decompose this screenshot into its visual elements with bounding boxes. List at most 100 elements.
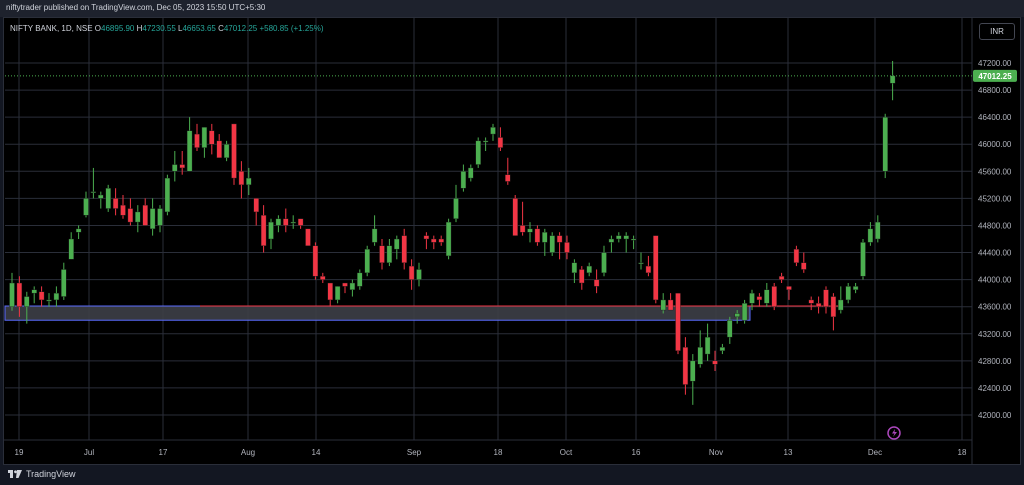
candle-body [334, 286, 341, 301]
publish-text: niftytrader published on TradingView.com… [6, 3, 266, 12]
y-tick-label: 47200.00 [978, 59, 1012, 68]
y-tick-label: 44400.00 [978, 249, 1012, 258]
candle-body [601, 252, 607, 274]
candle-body [667, 299, 674, 311]
y-tick-label: 45600.00 [978, 167, 1012, 176]
x-tick-label: 19 [15, 448, 24, 457]
x-tick-label: 17 [159, 448, 168, 457]
candle-body [556, 235, 563, 243]
candle-body [231, 123, 237, 179]
candle-body [527, 228, 533, 233]
candle-body [364, 248, 370, 274]
candle-body [179, 164, 185, 169]
candle-body [172, 164, 178, 172]
open-value: 46895.90 [101, 24, 135, 33]
y-tick-label: 42400.00 [978, 384, 1012, 393]
candle-body [505, 174, 511, 182]
candle-body [275, 218, 282, 226]
candle-body [223, 144, 230, 158]
candle-body [31, 289, 37, 294]
candle-body [697, 347, 703, 365]
candle-body [246, 177, 252, 186]
candle-body [305, 228, 311, 246]
candle-body [290, 221, 296, 224]
candle-body [630, 238, 637, 241]
candle-body [860, 242, 866, 277]
candle-body [542, 232, 548, 243]
candle-body [209, 130, 215, 145]
x-tick-label: 18 [494, 448, 503, 457]
candle-body [342, 282, 348, 287]
x-tick-label: 13 [784, 448, 793, 457]
candle-body [690, 360, 696, 382]
candle-body [16, 282, 23, 307]
x-tick-label: Jul [84, 448, 94, 457]
tradingview-logo[interactable]: TradingView [8, 469, 76, 479]
candle-body [653, 235, 659, 301]
candle-body [490, 127, 496, 135]
candle-body [260, 215, 267, 246]
candle-body [593, 279, 600, 287]
candle-body [778, 276, 785, 280]
tradingview-brand: TradingView [26, 469, 76, 479]
low-value: 46653.65 [182, 24, 216, 33]
candle-body [571, 262, 578, 274]
candle-body [127, 208, 134, 223]
candle-body [852, 286, 859, 290]
chart-frame[interactable] [3, 17, 1021, 465]
y-tick-label: 43200.00 [978, 330, 1012, 339]
candle-body [623, 235, 629, 240]
candle-body [741, 303, 748, 321]
footer [0, 465, 1024, 485]
candle-body [68, 238, 74, 260]
candle-body [586, 265, 592, 274]
candle-body [186, 130, 193, 172]
candle-body [401, 235, 407, 263]
y-tick-label: 44800.00 [978, 221, 1012, 230]
candle-body [327, 282, 333, 301]
candle-body [194, 133, 200, 148]
candle-body [793, 248, 800, 263]
candle-body [164, 177, 171, 213]
candle-body [408, 265, 415, 280]
candle-body [823, 289, 829, 307]
candle-body [756, 296, 763, 301]
candle-body [475, 140, 481, 165]
candle-body [349, 282, 356, 290]
x-tick-label: Aug [241, 448, 255, 457]
candle-body [497, 137, 504, 148]
support-zone [4, 305, 751, 321]
candle-body [438, 238, 444, 243]
candle-body [786, 286, 792, 290]
candle-body [453, 198, 459, 219]
x-tick-label: 16 [632, 448, 641, 457]
y-tick-label: 42800.00 [978, 357, 1012, 366]
high-label: H [136, 24, 143, 33]
candle-body [712, 360, 718, 365]
candle-body [216, 140, 222, 158]
candle-body [9, 282, 15, 307]
candle-body [764, 289, 770, 304]
candle-body [675, 292, 681, 351]
event-icon[interactable] [887, 426, 901, 440]
candle-body [386, 245, 393, 263]
candle-body [423, 235, 430, 240]
x-tick-label: Dec [868, 448, 882, 457]
candle-body [120, 204, 126, 216]
candle-body [142, 204, 148, 226]
x-tick-label: Sep [407, 448, 422, 457]
x-tick-label: 14 [312, 448, 321, 457]
last-price-label: 47012.25 [978, 72, 1012, 81]
candle-body [416, 269, 422, 280]
symbol-name[interactable]: NIFTY BANK, 1D, NSE [10, 24, 93, 33]
candle-body [719, 347, 726, 351]
candle-body [838, 299, 844, 311]
candle-body [867, 228, 874, 243]
candle-body [90, 191, 97, 194]
candle-body [379, 245, 385, 263]
candle-body [357, 272, 363, 287]
candle-body [394, 238, 400, 250]
currency-button[interactable]: INR [979, 23, 1015, 40]
y-tick-label: 44000.00 [978, 276, 1012, 285]
